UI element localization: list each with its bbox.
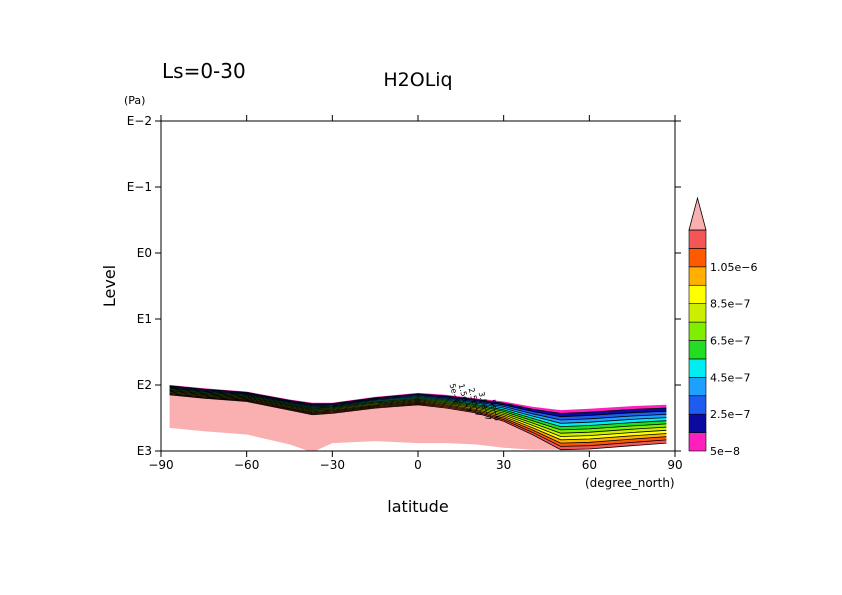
contour-line [169, 390, 667, 434]
colorbar-segment [688, 395, 707, 415]
x-tick-label: −90 [148, 458, 173, 472]
colorbar-segment [688, 432, 707, 452]
y-tick-label: E3 [137, 444, 152, 458]
colorbar-segment [688, 358, 707, 378]
x-tick-label: 0 [414, 458, 422, 472]
contour-lines [169, 385, 667, 451]
chart-title: H2OLiq [383, 69, 452, 91]
contour-line [169, 387, 667, 424]
colorbar-arrow [688, 196, 707, 231]
band-saturated [169, 394, 667, 451]
colorbar-segment [688, 284, 707, 304]
y-tick-label: E1 [137, 312, 152, 326]
colorbar-segment [688, 303, 707, 323]
contour-line [169, 392, 667, 441]
contour-line [169, 388, 667, 428]
x-tick-label: −30 [320, 458, 345, 472]
colorbar-label: 4.5e−7 [710, 371, 750, 384]
contour-line [169, 394, 667, 451]
colorbar-segment [688, 248, 707, 268]
y-tick-label: E2 [137, 378, 152, 392]
colorbar-label: 5e−8 [710, 445, 740, 458]
band-4 [169, 388, 667, 427]
colorbar-segment [688, 321, 707, 341]
x-axis: −90 −60 −30 0 30 60 90 [148, 115, 683, 472]
contour-line [169, 385, 667, 414]
x-tick-label: −60 [234, 458, 259, 472]
colorbar-label: 6.5e−7 [710, 335, 750, 348]
band-10 [169, 393, 667, 447]
y-axis-label: Level [100, 265, 119, 307]
y-tick-label: E−1 [127, 180, 152, 194]
band-3 [169, 387, 667, 424]
colorbar-segment [688, 340, 707, 360]
chart-subtitle: Ls=0-30 [162, 59, 246, 83]
x-axis-label: latitude [387, 497, 448, 516]
colorbar-segment [688, 266, 707, 286]
contour-line [169, 386, 667, 418]
contour-line [169, 387, 667, 421]
band-11 [169, 394, 667, 450]
x-unit: (degree_north) [585, 476, 675, 490]
y-tick-label: E−2 [127, 114, 152, 128]
colorbar-label: 8.5e−7 [710, 298, 750, 311]
colorbar-segment [688, 377, 707, 397]
colorbar-segment [688, 413, 707, 433]
contour-line [169, 393, 667, 447]
y-unit: (Pa) [124, 94, 145, 107]
contour-line [169, 392, 667, 444]
colorbar: 5e−8 2.5e−7 4.5e−7 6.5e−7 8.5e−7 1.05e−6 [688, 196, 757, 458]
x-tick-label: 90 [667, 458, 682, 472]
colorbar-label: 2.5e−7 [710, 408, 750, 421]
colorbar-segment [688, 229, 707, 249]
y-axis: E−2 E−1 E0 E1 E2 E3 [127, 114, 681, 458]
band-6 [169, 390, 667, 434]
band-5 [169, 389, 667, 430]
x-tick-label: 60 [582, 458, 597, 472]
y-tick-label: E0 [137, 246, 152, 260]
contour-line [169, 391, 667, 437]
x-tick-label: 30 [496, 458, 511, 472]
colorbar-label: 1.05e−6 [710, 261, 757, 274]
contour-line [169, 389, 667, 431]
